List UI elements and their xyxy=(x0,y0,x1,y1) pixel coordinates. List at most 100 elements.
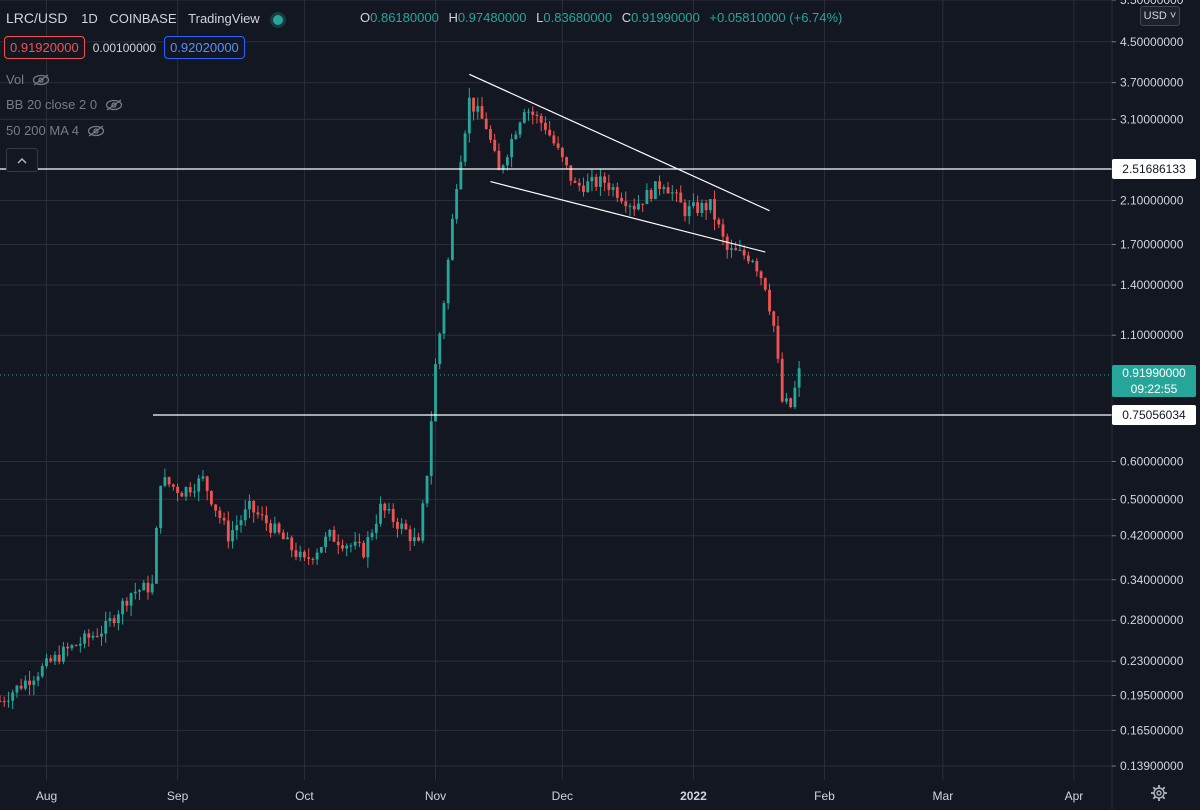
price-tick-label: 2.10000000 xyxy=(1120,194,1184,208)
chart-grid xyxy=(0,0,1112,780)
indicator-bb[interactable]: BB 20 close 2 0 xyxy=(6,97,123,112)
candle-body xyxy=(23,680,27,689)
candle-body xyxy=(704,202,708,211)
price-tick-label: 0.50000000 xyxy=(1120,492,1184,506)
candle-body xyxy=(226,520,230,542)
buy-price-button[interactable]: 0.92020000 xyxy=(164,36,245,59)
candle-body xyxy=(116,614,120,624)
currency-selector[interactable]: USD ˅ xyxy=(1140,6,1180,26)
candle-body xyxy=(129,593,133,606)
candle-body xyxy=(607,182,611,190)
candle-body xyxy=(611,187,615,190)
eye-off-icon[interactable] xyxy=(87,124,105,137)
candle-body xyxy=(218,510,222,518)
candle-body xyxy=(590,176,594,182)
candle-body xyxy=(404,523,408,530)
candle-body xyxy=(252,500,256,513)
candlestick-series xyxy=(0,87,801,710)
candle-body xyxy=(501,165,505,171)
price-tick-label: 4.50000000 xyxy=(1120,35,1184,49)
indicator-label: Vol xyxy=(6,72,25,87)
indicator-vol[interactable]: Vol xyxy=(6,72,50,87)
candle-body xyxy=(235,525,239,531)
interval-label[interactable]: 1D xyxy=(81,11,98,26)
low-value: 0.83680000 xyxy=(543,10,613,25)
candle-body xyxy=(645,189,649,205)
candle-body xyxy=(721,224,725,237)
candle-body xyxy=(493,139,497,151)
candle-body xyxy=(45,658,48,667)
candle-body xyxy=(277,523,281,533)
indicator-label: BB 20 close 2 0 xyxy=(6,97,98,112)
sell-price-button[interactable]: 0.91920000 xyxy=(4,36,85,59)
candle-body xyxy=(772,311,776,326)
eye-off-icon[interactable] xyxy=(32,73,50,86)
candle-body xyxy=(57,654,61,662)
candle-body xyxy=(108,618,112,622)
candle-body xyxy=(125,600,129,606)
candle-body xyxy=(768,289,771,312)
candle-body xyxy=(349,545,353,547)
candle-body xyxy=(248,500,251,510)
candle-body xyxy=(472,97,475,112)
time-tick-label: Aug xyxy=(36,789,57,803)
candle-body xyxy=(112,618,116,624)
last-price-value: 0.91990000 xyxy=(1122,366,1186,380)
high-label: H xyxy=(448,10,458,25)
candle-body xyxy=(264,515,268,524)
collapse-legend-button[interactable] xyxy=(6,148,38,172)
source-label: TradingView xyxy=(188,11,260,26)
candle-body xyxy=(260,514,264,516)
candle-body xyxy=(658,181,662,190)
candle-body xyxy=(171,484,175,487)
candle-body xyxy=(121,600,125,615)
candle-body xyxy=(138,590,141,592)
candle-body xyxy=(455,189,459,219)
candle-body xyxy=(374,523,378,533)
candle-body xyxy=(696,202,700,213)
indicator-label: 50 200 MA 4 xyxy=(6,123,79,138)
candle-body xyxy=(256,512,260,515)
candle-body xyxy=(412,537,416,542)
candle-body xyxy=(273,523,277,533)
price-tick-label: 0.16500000 xyxy=(1120,723,1184,737)
price-tick-label: 5.50000000 xyxy=(1120,0,1184,7)
candle-body xyxy=(679,192,683,203)
candle-body xyxy=(624,201,628,207)
candle-body xyxy=(497,150,501,171)
quote-row: 0.91920000 0.00100000 0.92020000 xyxy=(4,36,245,59)
candle-body xyxy=(180,492,184,497)
symbol-name[interactable]: LRC/USD xyxy=(6,10,68,26)
candle-body xyxy=(463,133,467,162)
time-tick-label: Nov xyxy=(425,789,446,803)
indicator-ma[interactable]: 50 200 MA 4 xyxy=(6,123,105,138)
candle-body xyxy=(167,477,171,485)
market-status-icon xyxy=(273,14,284,25)
candle-body xyxy=(713,199,716,220)
candle-body xyxy=(62,646,65,662)
close-value: 0.91990000 xyxy=(631,10,700,25)
candle-body xyxy=(637,203,640,210)
ohlc-values: O0.86180000 H0.97480000 L0.83680000 C0.9… xyxy=(360,10,848,25)
price-tick-label: 3.10000000 xyxy=(1120,112,1184,126)
price-tick-label: 0.13900000 xyxy=(1120,759,1184,773)
candle-body xyxy=(269,523,273,533)
candle-body xyxy=(577,182,581,186)
gear-icon[interactable] xyxy=(1150,784,1168,802)
candle-body xyxy=(400,523,404,529)
price-tick-label: 1.10000000 xyxy=(1120,328,1184,342)
symbol-legend[interactable]: LRC/USD 1D COINBASE TradingView xyxy=(6,10,289,26)
candle-body xyxy=(193,491,196,493)
candle-body xyxy=(510,139,514,158)
candle-body xyxy=(438,333,442,365)
candle-body xyxy=(641,203,645,205)
candle-body xyxy=(560,147,564,158)
candle-body xyxy=(683,202,687,217)
candle-body xyxy=(32,680,36,685)
candle-body xyxy=(83,633,86,644)
eye-off-icon[interactable] xyxy=(105,98,123,111)
candle-body xyxy=(231,530,234,542)
candle-body xyxy=(239,520,243,526)
candle-body xyxy=(755,260,759,272)
